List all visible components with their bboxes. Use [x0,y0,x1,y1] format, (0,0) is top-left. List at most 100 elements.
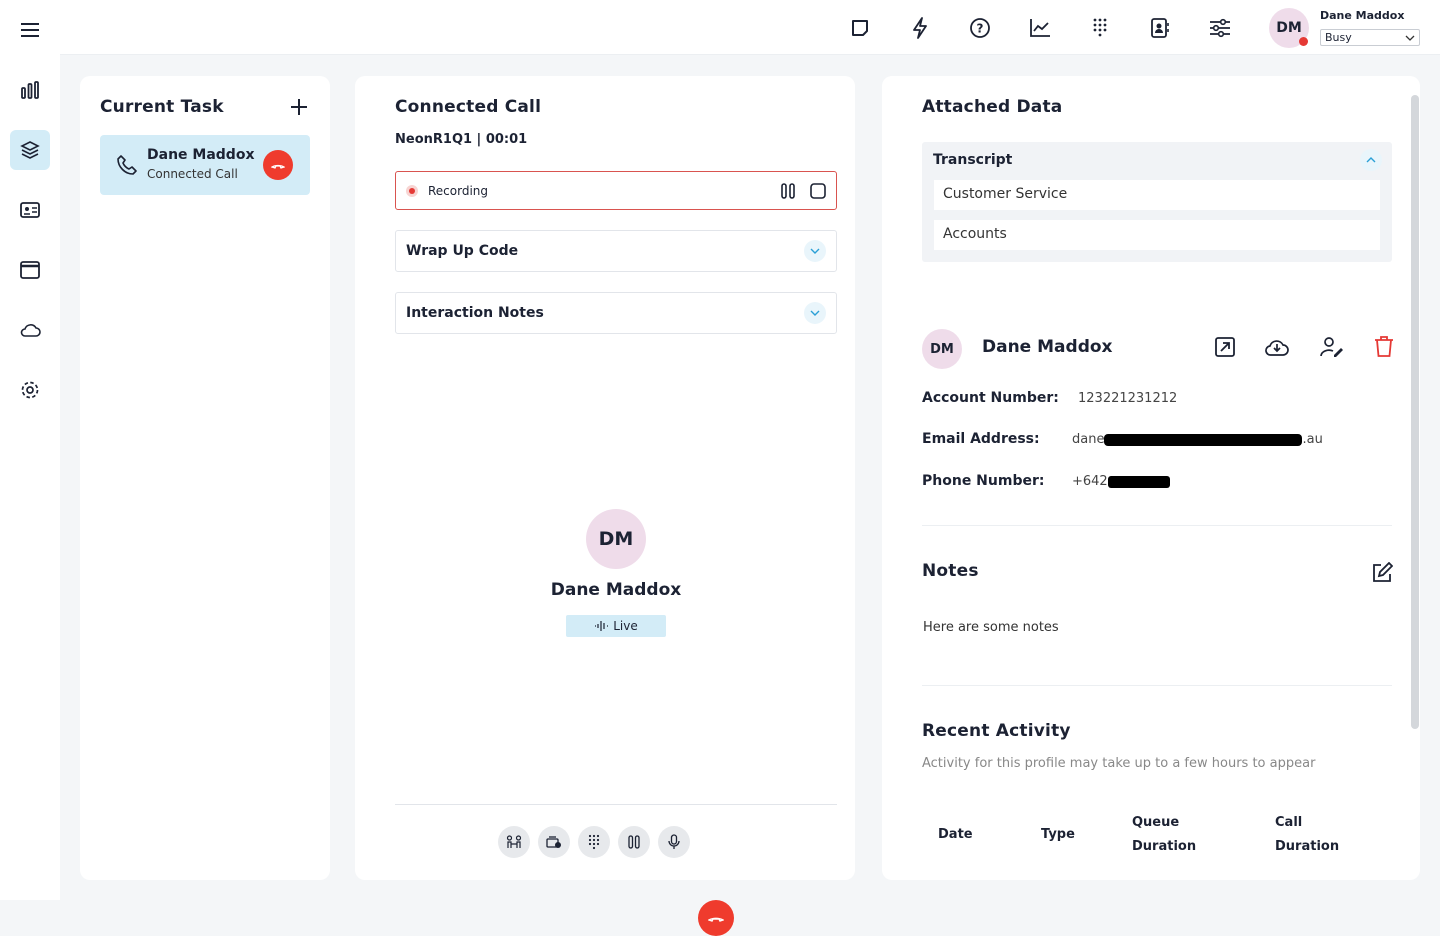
queue-timer: NeonR1Q1 | 00:01 [395,132,528,147]
transfer-icon [506,835,522,848]
chart-line-icon[interactable] [1028,16,1052,40]
recent-activity-subtitle: Activity for this profile may take up to… [922,756,1316,771]
chevron-up-icon[interactable] [1360,149,1382,171]
settings-icon[interactable] [10,370,50,410]
transcript-item[interactable]: Accounts [934,220,1380,250]
sidebar [0,0,60,900]
email-end: .au [1302,432,1323,447]
task-card[interactable]: Dane Maddox Connected Call [100,135,310,195]
top-bar: ? DM Dane Maddox Busy [60,0,1440,55]
recent-activity-title: Recent Activity [922,721,1071,741]
divider [922,685,1392,686]
status-select[interactable]: Busy [1320,29,1420,46]
hang-up-icon [708,917,724,922]
transcript-label: Transcript [933,152,1013,168]
caller-name: Dane Maddox [550,580,682,600]
open-external-icon[interactable] [1214,336,1236,358]
bar-chart-icon[interactable] [10,70,50,110]
status-value: Busy [1325,31,1352,44]
dialpad-button[interactable] [578,826,610,858]
scrollbar[interactable] [1411,95,1419,729]
divider [395,804,837,805]
header-line: Duration [1275,839,1340,854]
id-card-icon[interactable] [10,190,50,230]
chevron-down-icon [804,240,826,262]
microphone-icon [668,834,680,849]
redaction [1104,433,1303,446]
recording-bar: Recording [395,171,837,210]
panel-title: Current Task [100,97,224,117]
interaction-notes-dropdown[interactable]: Interaction Notes [395,292,837,334]
live-label: Live [613,619,638,633]
window-icon[interactable] [10,250,50,290]
phone-icon [117,155,137,175]
hang-up-icon [271,164,285,169]
wrap-up-label: Wrap Up Code [406,243,519,259]
field-label: Email Address: [922,431,1040,447]
caller-avatar: DM [586,509,646,569]
task-name: Dane Maddox [147,147,255,163]
edit-notes-icon[interactable] [1371,562,1393,584]
end-task-button[interactable] [263,150,293,180]
live-badge: Live [566,615,666,637]
account-number-value: 123221231212 [1078,391,1178,406]
recording-dot-icon [406,184,418,197]
wrap-up-code-dropdown[interactable]: Wrap Up Code [395,230,837,272]
park-button[interactable] [538,826,570,858]
interaction-notes-label: Interaction Notes [406,305,544,321]
dialpad-icon[interactable] [1088,16,1112,40]
chevron-down-icon [804,302,826,324]
column-header-date[interactable]: Date [938,827,973,842]
user-name: Dane Maddox [1320,9,1405,22]
help-icon[interactable]: ? [968,16,992,40]
task-status: Connected Call [147,167,238,181]
divider [922,525,1392,526]
column-header-queue-duration[interactable]: Queue Duration [1132,811,1196,859]
sticky-note-icon[interactable] [848,16,872,40]
edit-contact-icon[interactable] [1319,335,1345,359]
field-label: Phone Number: [922,473,1045,489]
layers-icon[interactable] [10,130,50,170]
end-call-button[interactable] [698,900,734,936]
field-label: Account Number: [922,390,1059,406]
cloud-icon[interactable] [10,310,50,350]
column-header-type[interactable]: Type [1041,827,1075,842]
panel-title: Attached Data [922,97,1063,117]
pause-icon [628,835,640,849]
header-line: Call [1275,815,1303,830]
svg-text:?: ? [977,22,984,36]
hold-button[interactable] [618,826,650,858]
menu-icon[interactable] [10,10,50,50]
avatar-initials: DM [930,341,954,357]
phone-value: +642 [1072,474,1170,489]
notes-title: Notes [922,561,979,581]
header-line: Duration [1132,839,1197,854]
column-header-call-duration[interactable]: Call Duration [1275,811,1339,859]
lightning-icon[interactable] [908,16,932,40]
transfer-button[interactable] [498,826,530,858]
add-task-button[interactable] [290,98,308,120]
park-icon [546,836,561,848]
mute-button[interactable] [658,826,690,858]
transcript-section: Transcript Customer Service Accounts [922,142,1392,262]
dialpad-icon [588,834,600,850]
chevron-down-icon [1405,35,1415,41]
delete-icon[interactable] [1374,336,1394,358]
contacts-icon[interactable] [1148,16,1172,40]
pause-recording-icon[interactable] [781,182,795,199]
cloud-download-icon[interactable] [1264,336,1290,358]
phone-start: +642 [1072,474,1108,489]
avatar-initials: DM [598,528,634,550]
connected-call-panel: Connected Call NeonR1Q1 | 00:01 Recordin… [355,76,855,936]
header-line: Queue [1132,815,1180,830]
panel-title: Connected Call [395,97,542,117]
notes-text: Here are some notes [923,620,1059,635]
plus-icon [291,99,307,115]
recording-label: Recording [428,183,489,198]
transcript-item[interactable]: Customer Service [934,180,1380,210]
email-start: dane [1072,432,1105,447]
contact-name: Dane Maddox [982,337,1113,357]
sliders-icon[interactable] [1208,16,1232,40]
stop-recording-icon[interactable] [810,182,826,199]
contact-avatar: DM [922,329,962,369]
